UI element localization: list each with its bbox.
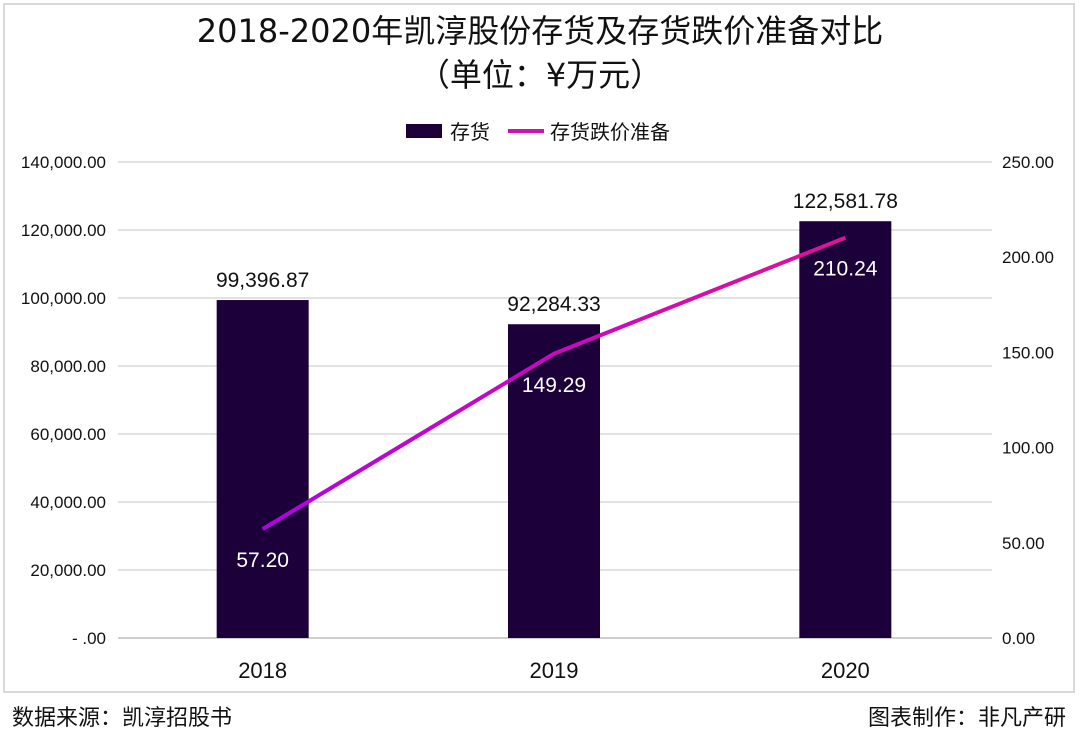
legend-label-bar: 存货 (450, 120, 490, 144)
y-left-tick-label: 80,000.00 (30, 357, 106, 376)
y-right-tick-label: 250.00 (1002, 153, 1054, 172)
chart-title: 2018-2020年凯淳股份存货及存货跌价准备对比 (197, 12, 883, 50)
bar-value-label: 122,581.78 (793, 190, 898, 213)
y-left-tick-label: 40,000.00 (30, 493, 106, 512)
bar-value-label: 92,284.33 (507, 293, 600, 316)
legend: 存货 存货跌价准备 (406, 120, 670, 144)
line-value-label: 149.29 (522, 374, 586, 397)
legend-label-line: 存货跌价准备 (550, 120, 670, 144)
line-value-label: 210.24 (813, 258, 878, 281)
bar-2020 (799, 221, 892, 638)
y-left-tick-label: - .00 (72, 629, 106, 648)
credit-note: 图表制作：非凡产研 (867, 706, 1066, 731)
line-value-label: 57.20 (236, 549, 289, 572)
chart-frame (3, 3, 1075, 693)
y-right-tick-label: 50.00 (1002, 534, 1045, 553)
y-left-tick-label: 60,000.00 (30, 425, 106, 444)
bar-2019 (508, 324, 600, 638)
y-left-tick-label: 100,000.00 (21, 289, 106, 308)
y-right-tick-label: 150.00 (1002, 343, 1054, 362)
y-left-tick-label: 20,000.00 (30, 561, 106, 580)
y-right-tick-label: 100.00 (1002, 439, 1054, 458)
x-tick-label: 2019 (530, 658, 579, 683)
x-tick-label: 2020 (821, 658, 870, 683)
bar-value-label: 99,396.87 (216, 269, 309, 292)
legend-swatch-bar (406, 124, 442, 138)
chart-subtitle: （单位：¥万元） (418, 56, 662, 94)
x-tick-label: 2018 (238, 658, 287, 683)
y-left-tick-label: 120,000.00 (21, 221, 106, 240)
y-right-tick-label: 200.00 (1002, 248, 1054, 267)
y-left-tick-label: 140,000.00 (21, 153, 106, 172)
y-right-tick-label: 0.00 (1002, 629, 1035, 648)
source-note: 数据来源：凯淳招股书 (12, 706, 233, 731)
bar-2018 (216, 300, 309, 638)
